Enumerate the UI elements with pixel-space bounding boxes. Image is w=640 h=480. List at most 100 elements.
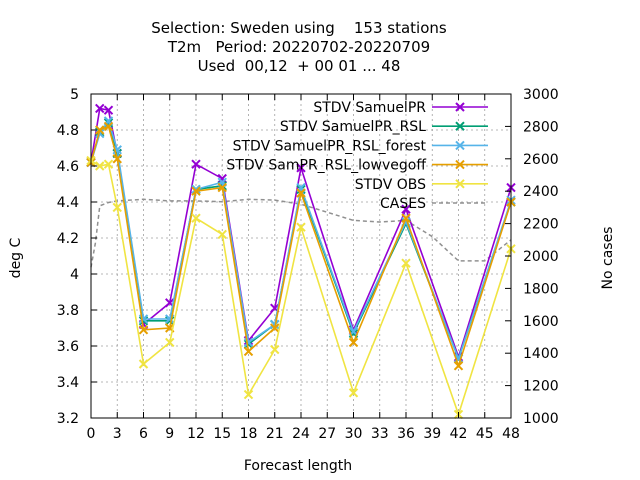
grid [91, 94, 511, 418]
y2-tick-label: 2600 [523, 152, 559, 168]
x-tick-label: 39 [423, 426, 441, 442]
legend-label: STDV SamPR_RSL_lowvegoff [226, 158, 426, 174]
data-point [217, 182, 227, 193]
data-point [217, 173, 227, 184]
x-tick-label: 3 [113, 426, 122, 442]
x-tick-label: 45 [476, 426, 494, 442]
data-point [138, 316, 149, 326]
data-point [217, 229, 227, 240]
data-point [112, 154, 122, 164]
data-point [191, 159, 201, 169]
y-tick-label: 3.4 [57, 375, 79, 391]
y2-tick-label: 1400 [523, 346, 559, 362]
x-tick-label: 24 [292, 426, 310, 442]
y-axis-label: deg C [8, 237, 24, 278]
legend-marker [455, 140, 465, 151]
data-point [138, 359, 149, 369]
data-point [165, 337, 175, 348]
y2-axis-label: No cases [600, 227, 616, 290]
x-tick-label: 21 [266, 426, 284, 442]
title-line-3: Used 00,12 + 00 01 ... 48 [198, 57, 401, 75]
y-tick-label: 4 [70, 267, 79, 283]
legend-item: STDV OBS [355, 177, 488, 193]
data-point [103, 159, 114, 169]
x-tick-label: 30 [345, 426, 363, 442]
data-point [191, 186, 201, 196]
x-tick-label: 42 [450, 426, 468, 442]
legend-item: STDV SamPR_RSL_lowvegoff [226, 158, 488, 174]
data-point [296, 188, 306, 198]
ticks: 0 3 6 9 12 15 18 21 24 27 30 33 36 39 42 45 483.23.43.63… [57, 87, 559, 442]
y2-tick-label: 1600 [523, 314, 559, 330]
legend-marker [455, 102, 465, 112]
legend: STDV SamuelPR STDV SamuelPR_RSL STDV Samue… [226, 100, 488, 212]
data-point [348, 388, 359, 398]
y-tick-label: 4.6 [57, 159, 79, 175]
title-line-2: T2m Period: 20220702-20220709 [167, 38, 430, 56]
y2-tick-label: 3000 [523, 87, 559, 103]
y2-tick-label: 1000 [523, 411, 559, 427]
data-point [112, 202, 122, 213]
legend-label: STDV OBS [355, 177, 426, 193]
x-tick-label: 12 [187, 426, 205, 442]
data-point [95, 161, 105, 171]
x-tick-label: 48 [502, 426, 520, 442]
legend-item: CASES [380, 196, 488, 212]
data-point [191, 213, 201, 223]
data-point [348, 337, 359, 348]
y-tick-label: 3.6 [57, 339, 79, 355]
x-tick-label: 6 [139, 426, 148, 442]
chart-title: Selection: Sweden using 153 stations T2m… [151, 19, 447, 75]
data-point [95, 125, 105, 135]
y-tick-label: 4.8 [57, 123, 79, 139]
y2-tick-label: 2400 [523, 184, 559, 200]
legend-label: STDV SamuelPR [313, 100, 426, 116]
legend-label: STDV SamuelPR_RSL [280, 119, 426, 135]
y-tick-label: 4.4 [57, 195, 79, 211]
data-point [401, 258, 411, 268]
data-point [243, 346, 254, 357]
data-point [401, 213, 411, 223]
y2-tick-label: 2200 [523, 217, 559, 233]
x-tick-label: 36 [397, 426, 415, 442]
series-layer [86, 103, 516, 420]
data-point [95, 128, 105, 139]
y-tick-label: 4.2 [57, 231, 79, 247]
x-axis-label: Forecast length [244, 458, 352, 474]
legend-label: STDV SamuelPR_RSL_forest [233, 138, 427, 154]
legend-label: CASES [380, 196, 426, 212]
y-tick-label: 5 [70, 87, 79, 103]
series-line [90, 159, 512, 417]
data-point [103, 105, 114, 115]
y-tick-label: 3.2 [57, 411, 79, 427]
y2-tick-label: 2000 [523, 249, 559, 265]
title-line-1: Selection: Sweden using 153 stations [151, 19, 447, 37]
x-tick-label: 27 [318, 426, 336, 442]
data-point [243, 389, 254, 400]
data-point [453, 361, 464, 371]
data-point [270, 344, 280, 355]
legend-item: STDV SamuelPR [313, 100, 488, 116]
x-tick-label: 0 [87, 426, 96, 442]
data-point [95, 103, 105, 114]
data-point [401, 204, 411, 214]
data-point [103, 121, 114, 132]
y2-tick-label: 1800 [523, 281, 559, 297]
cases-line [90, 198, 512, 268]
legend-marker [455, 121, 465, 131]
legend-item: STDV SamuelPR_RSL [280, 119, 488, 135]
data-point [296, 163, 306, 173]
legend-item: STDV SamuelPR_RSL_forest [233, 138, 488, 154]
x-tick-label: 9 [165, 426, 174, 442]
y-tick-label: 3.8 [57, 303, 79, 319]
data-point [296, 222, 306, 232]
data-point [191, 184, 201, 195]
series-5 [86, 155, 516, 420]
x-tick-label: 33 [371, 426, 389, 442]
cases-layer [90, 198, 512, 268]
y2-tick-label: 1200 [523, 379, 559, 395]
data-point [270, 323, 280, 333]
legend-marker [455, 159, 465, 170]
legend-marker [455, 179, 465, 189]
